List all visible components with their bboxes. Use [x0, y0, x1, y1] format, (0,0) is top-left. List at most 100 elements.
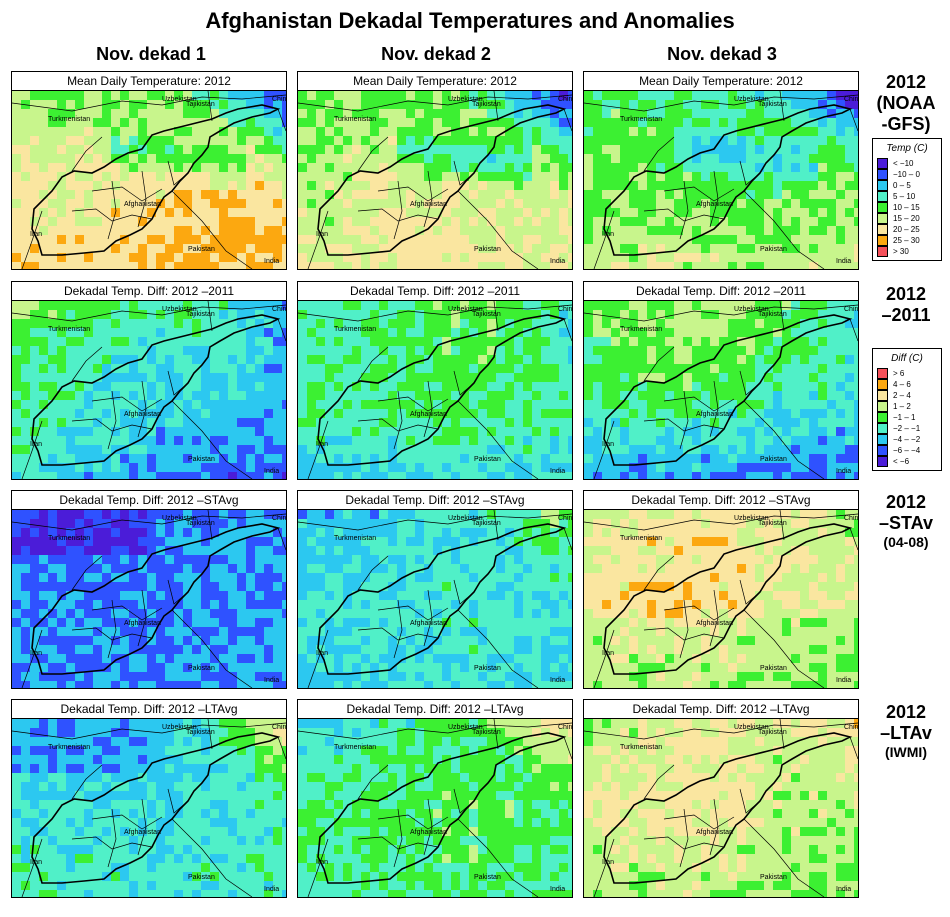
- grid-cell: [602, 409, 611, 418]
- grid-cell: [66, 382, 75, 391]
- grid-cell: [298, 391, 307, 400]
- grid-cell: [93, 235, 102, 244]
- grid-cell: [683, 400, 692, 409]
- grid-cell: [255, 373, 264, 382]
- grid-cell: [541, 328, 550, 337]
- grid-cell: [370, 618, 379, 627]
- grid-cell: [791, 472, 800, 479]
- label-uzbekistan: Uzbekistan: [162, 515, 197, 522]
- grid-cell: [415, 172, 424, 181]
- grid-cell: [692, 136, 701, 145]
- grid-cell: [255, 618, 264, 627]
- grid-cell: [30, 472, 39, 479]
- grid-cell: [165, 672, 174, 681]
- grid-cell: [602, 301, 611, 310]
- grid-cell: [665, 337, 674, 346]
- grid-cell: [469, 564, 478, 573]
- grid-cell: [611, 208, 620, 217]
- grid-cell: [541, 627, 550, 636]
- grid-cell: [21, 627, 30, 636]
- grid-cell: [584, 364, 593, 373]
- grid-cell: [39, 472, 48, 479]
- grid-cell: [827, 463, 836, 472]
- grid-cell: [192, 391, 201, 400]
- grid-cell: [156, 244, 165, 253]
- grid-cell: [514, 418, 523, 427]
- grid-cell: [755, 208, 764, 217]
- grid-cell: [39, 618, 48, 627]
- grid-cell: [629, 346, 638, 355]
- grid-cell: [273, 346, 282, 355]
- grid-cell: [523, 582, 532, 591]
- grid-cell: [782, 391, 791, 400]
- grid-cell: [111, 445, 120, 454]
- grid-cell: [550, 591, 559, 600]
- grid-cell: [541, 145, 550, 154]
- grid-cell: [183, 253, 192, 262]
- grid-cell: [183, 645, 192, 654]
- grid-cell: [30, 400, 39, 409]
- grid-cell: [442, 262, 451, 269]
- grid-cell: [48, 109, 57, 118]
- grid-cell: [442, 181, 451, 190]
- grid-cell: [397, 127, 406, 136]
- grid-cell: [120, 154, 129, 163]
- grid-cell: [746, 262, 755, 269]
- grid-cell: [84, 400, 93, 409]
- grid-cell: [845, 190, 854, 199]
- grid-cell: [264, 391, 273, 400]
- grid-cell: [12, 582, 21, 591]
- grid-cell: [701, 91, 710, 100]
- grid-cell: [746, 427, 755, 436]
- grid-cell: [836, 244, 845, 253]
- grid-cell: [656, 427, 665, 436]
- grid-cell: [298, 537, 307, 546]
- grid-cell: [48, 445, 57, 454]
- boundary-line: [91, 396, 163, 412]
- grid-cell: [469, 618, 478, 627]
- grid-cell: [237, 537, 246, 546]
- grid-cell: [174, 537, 183, 546]
- grid-cell: [370, 564, 379, 573]
- grid-cell: [854, 409, 858, 418]
- grid-cell: [334, 217, 343, 226]
- grid-cell: [611, 454, 620, 463]
- grid-cell: [273, 454, 282, 463]
- grid-cell: [532, 244, 541, 253]
- grid-cell: [674, 319, 683, 328]
- grid-cell: [210, 636, 219, 645]
- grid-cell: [469, 109, 478, 118]
- grid-cell: [111, 454, 120, 463]
- grid-cell: [584, 463, 593, 472]
- grid-cell: [638, 436, 647, 445]
- grid-cell: [165, 172, 174, 181]
- grid-cell: [665, 418, 674, 427]
- grid-cell: [433, 636, 442, 645]
- grid-cell: [809, 253, 818, 262]
- grid-cell: [773, 118, 782, 127]
- grid-cell: [343, 244, 352, 253]
- grid-cell: [129, 355, 138, 364]
- grid-cell: [620, 262, 629, 269]
- grid-cell: [93, 409, 102, 418]
- grid-cell: [424, 618, 433, 627]
- boundary-line: [709, 170, 719, 228]
- grid-cell: [460, 400, 469, 409]
- grid-cell: [442, 591, 451, 600]
- grid-cell: [728, 109, 737, 118]
- grid-cell: [156, 391, 165, 400]
- grid-cell: [568, 582, 572, 591]
- grid-cell: [111, 546, 120, 555]
- grid-cell: [620, 409, 629, 418]
- grid-cell: [629, 454, 638, 463]
- grid-cell: [388, 190, 397, 199]
- grid-cell: [361, 328, 370, 337]
- grid-cell: [66, 301, 75, 310]
- grid-cell: [93, 472, 102, 479]
- grid-cell: [809, 172, 818, 181]
- grid-cell: [415, 355, 424, 364]
- grid-cell: [523, 136, 532, 145]
- grid-cell: [388, 445, 397, 454]
- grid-cell: [129, 654, 138, 663]
- grid-cell: [39, 373, 48, 382]
